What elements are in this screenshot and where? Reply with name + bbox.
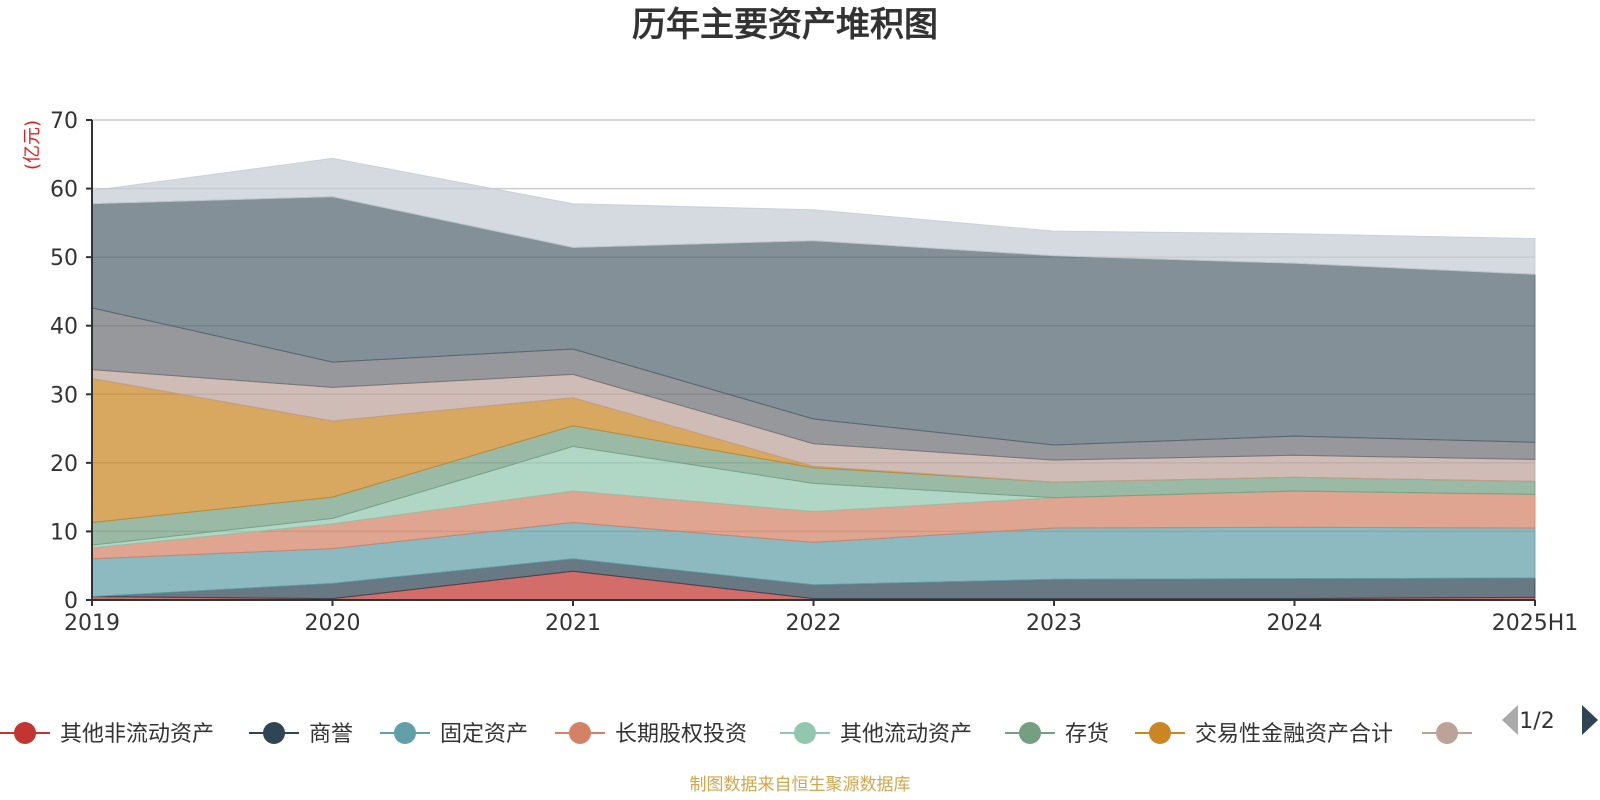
y-tick-label: 30	[50, 383, 78, 408]
legend-prev-icon[interactable]	[1502, 705, 1518, 735]
y-tick-label: 10	[50, 520, 78, 545]
x-tick-label: 2019	[64, 611, 120, 636]
legend-label: 固定资产	[440, 722, 528, 747]
x-tick-label: 2023	[1026, 611, 1082, 636]
y-tick-label: 50	[50, 246, 78, 271]
legend-label: 长期股权投资	[615, 722, 747, 747]
legend-circle-icon	[394, 722, 416, 744]
legend-circle-icon	[794, 722, 816, 744]
legend-next-icon[interactable]	[1582, 705, 1598, 735]
legend-item-6[interactable]: 交易性金融资产合计	[1135, 722, 1393, 747]
y-tick-label: 0	[64, 589, 78, 614]
x-tick-label: 2021	[545, 611, 601, 636]
legend-circle-icon	[1436, 722, 1458, 744]
legend-page-indicator: 1/2	[1519, 709, 1554, 734]
legend-circle-icon	[14, 722, 36, 744]
chart-title: 历年主要资产堆积图	[632, 5, 938, 45]
x-tick-label: 2020	[305, 611, 361, 636]
y-tick-label: 60	[50, 178, 78, 203]
source-note: 制图数据来自恒生聚源数据库	[690, 775, 911, 795]
legend-item-1[interactable]: 商誉	[249, 722, 353, 747]
y-tick-label: 70	[50, 109, 78, 134]
legend-item-5[interactable]: 存货	[1005, 722, 1109, 747]
legend-pager: 1/2	[1502, 705, 1598, 735]
legend-label: 其他非流动资产	[60, 722, 214, 747]
legend-item-3[interactable]: 长期股权投资	[555, 722, 747, 747]
legend-item-2[interactable]: 固定资产	[380, 722, 528, 747]
legend-circle-icon	[569, 722, 591, 744]
legend-item-7[interactable]	[1422, 722, 1472, 744]
stacked-areas	[91, 157, 1536, 601]
legend-label: 其他流动资产	[840, 722, 972, 747]
area-series-10	[91, 157, 1536, 275]
y-axis-unit: (亿元)	[22, 120, 43, 170]
legend-circle-icon	[1149, 722, 1171, 744]
legend-circle-icon	[263, 722, 285, 744]
legend: 其他非流动资产 商誉 固定资产 长期股权投资 其他流动资产 存货 交易性金融资产合计	[0, 722, 1472, 747]
legend-label: 存货	[1065, 722, 1109, 747]
y-tick-label: 40	[50, 315, 78, 340]
legend-label: 商誉	[309, 722, 353, 747]
x-tick-label: 2022	[786, 611, 842, 636]
legend-item-0[interactable]: 其他非流动资产	[0, 722, 214, 747]
axes: 0 10 20 30 40 50 60 70 2019 2020 2021 2022 2023 2024 2…	[50, 109, 1578, 636]
legend-circle-icon	[1019, 722, 1041, 744]
y-tick-label: 20	[50, 452, 78, 477]
legend-item-4[interactable]: 其他流动资产	[780, 722, 972, 747]
legend-label: 交易性金融资产合计	[1195, 722, 1393, 747]
x-tick-label: 2025H1	[1492, 611, 1579, 636]
x-tick-label: 2024	[1267, 611, 1323, 636]
